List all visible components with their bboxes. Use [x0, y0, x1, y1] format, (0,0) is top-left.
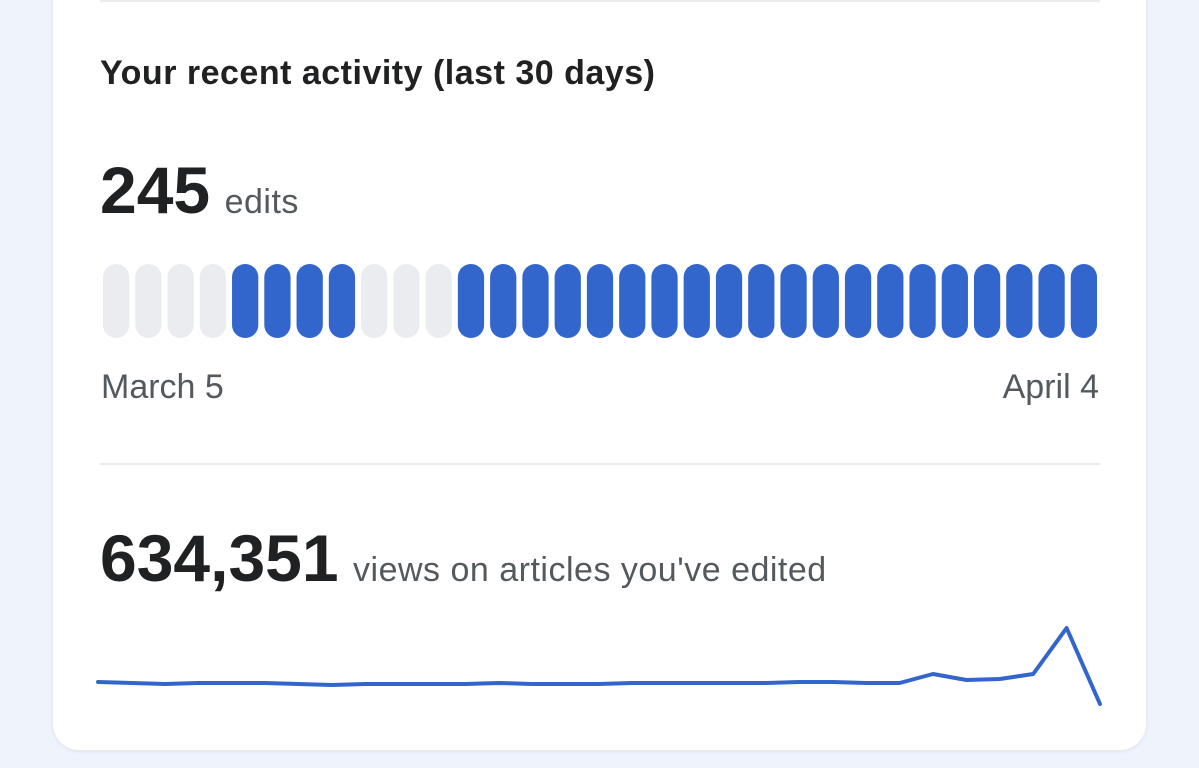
activity-day — [715, 264, 743, 338]
activity-day — [586, 264, 614, 338]
activity-day — [296, 264, 323, 338]
activity-day — [425, 264, 452, 338]
view-count: 634,351 — [100, 521, 339, 595]
activity-day — [812, 264, 839, 338]
activity-day — [457, 264, 485, 338]
activity-day — [877, 264, 904, 338]
activity-day — [167, 264, 194, 338]
edits-summary: 245 edits — [100, 152, 299, 228]
activity-day — [199, 264, 227, 338]
activity-day — [1006, 264, 1033, 338]
card-title: Your recent activity (last 30 days) — [100, 54, 656, 92]
activity-day — [1070, 264, 1097, 338]
activity-day — [264, 264, 291, 338]
start-date: March 5 — [101, 368, 224, 406]
end-date: April 4 — [1002, 368, 1099, 406]
activity-day — [651, 264, 678, 338]
activity-day — [490, 264, 517, 338]
views-summary: 634,351 views on articles you've edited — [100, 520, 827, 596]
activity-day — [748, 264, 775, 338]
views-trend-line — [96, 626, 1102, 706]
activity-day — [522, 264, 549, 338]
activity-day — [683, 264, 710, 338]
activity-day — [232, 264, 259, 338]
activity-day — [103, 264, 130, 338]
edit-count: 245 — [100, 153, 211, 227]
activity-day — [135, 264, 162, 338]
divider — [100, 0, 1100, 2]
activity-day — [780, 264, 807, 338]
divider — [100, 463, 1100, 465]
activity-day — [973, 264, 1001, 338]
activity-day — [393, 264, 420, 338]
activity-day — [941, 264, 968, 338]
activity-day — [844, 264, 872, 338]
activity-day — [361, 264, 388, 338]
activity-day — [619, 264, 646, 338]
view-label: views on articles you've edited — [353, 551, 827, 589]
activity-day — [1038, 264, 1065, 338]
activity-card — [53, 0, 1146, 750]
edit-label: edits — [224, 183, 299, 221]
activity-day — [328, 264, 356, 338]
activity-day — [909, 264, 936, 338]
activity-day — [554, 264, 581, 338]
